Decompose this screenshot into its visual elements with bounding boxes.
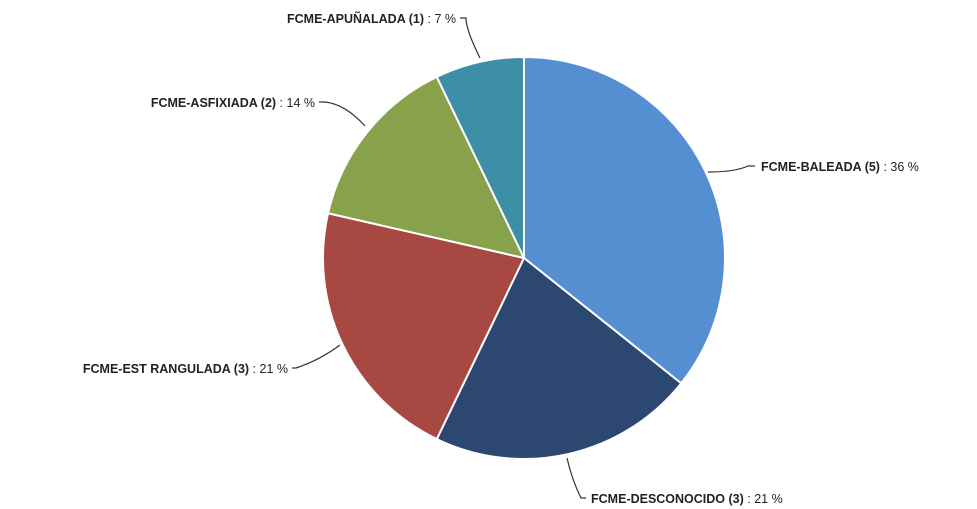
pie-slice-fcme-apu-alada <box>435 55 525 259</box>
slice-label-percent: : 21 % <box>744 492 783 506</box>
slice-label-name: FCME-DESCONOCIDO (3) <box>591 492 744 506</box>
pie-slice-fcme-baleada <box>523 55 726 385</box>
pie-labels: FCME-BALEADA (5) : 36 % FCME-DESCONOCIDO … <box>83 11 919 506</box>
leader-line <box>292 344 341 369</box>
slice-label: FCME-APUÑALADA (1) : 7 % <box>287 11 456 26</box>
leader-line <box>707 165 755 173</box>
slice-label: FCME-BALEADA (5) : 36 % <box>761 160 919 174</box>
slice-label: FCME-DESCONOCIDO (3) : 21 % <box>591 492 783 506</box>
pie-leader-lines <box>292 17 755 499</box>
pie-slices <box>322 55 726 460</box>
slice-label-percent: : 7 % <box>424 12 456 26</box>
leader-line <box>319 101 366 127</box>
slice-label: FCME-ASFIXIADA (2) : 14 % <box>151 96 315 110</box>
slice-label-name: FCME-EST RANGULADA (3) <box>83 362 249 376</box>
slice-label-percent: : 21 % <box>249 362 288 376</box>
slice-label-name: FCME-APUÑALADA (1) <box>287 11 424 26</box>
pie-slice-fcme-desconocido <box>435 256 683 460</box>
pie-slice-fcme-asfixiada <box>326 75 526 260</box>
leader-line <box>566 457 586 499</box>
slice-label-percent: : 36 % <box>880 160 919 174</box>
slice-label-name: FCME-ASFIXIADA (2) <box>151 96 276 110</box>
slice-label-name: FCME-BALEADA (5) <box>761 160 880 174</box>
slice-label: FCME-EST RANGULADA (3) : 21 % <box>83 362 288 376</box>
leader-line <box>460 17 481 59</box>
pie-slice-fcme-est-rangulada <box>322 212 526 441</box>
slice-label-percent: : 14 % <box>276 96 315 110</box>
